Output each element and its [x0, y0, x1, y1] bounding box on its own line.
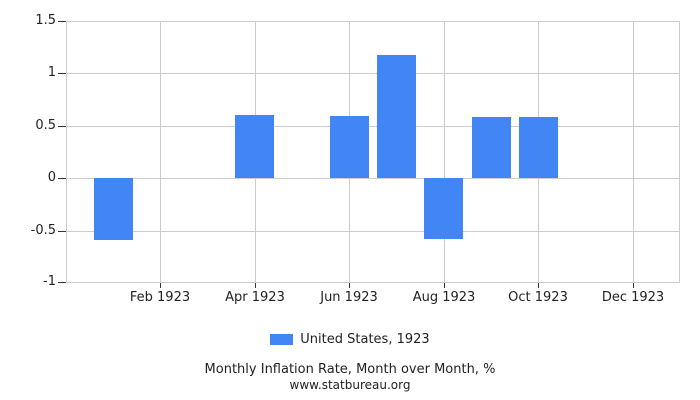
- bar-jan-1923[interactable]: [93, 178, 133, 240]
- y-tick-label: 0.5: [35, 118, 56, 133]
- x-tick-mark: [160, 283, 161, 288]
- gridline: [66, 126, 680, 127]
- y-tick-label: 0: [47, 170, 56, 185]
- bar-sep-1923[interactable]: [471, 117, 511, 179]
- gridline: [66, 282, 680, 283]
- x-tick-mark: [349, 283, 350, 288]
- x-tick-label: Feb 1923: [129, 290, 191, 305]
- x-tick-label: Jun 1923: [320, 290, 378, 305]
- y-tick-mark: [58, 178, 66, 179]
- bar-aug-1923[interactable]: [424, 178, 464, 239]
- chart-title: Monthly Inflation Rate, Month over Month…: [204, 362, 496, 377]
- x-tick-mark: [538, 283, 539, 288]
- y-tick-label: 1: [47, 65, 56, 80]
- legend: United States, 1923: [0, 331, 700, 347]
- gridline: [633, 21, 634, 283]
- gridline: [160, 21, 161, 283]
- gridline: [66, 73, 680, 74]
- x-tick-label: Apr 1923: [225, 290, 285, 305]
- y-tick-mark: [58, 126, 66, 127]
- legend-swatch: [270, 333, 294, 345]
- y-tick-label: 1.5: [35, 13, 56, 28]
- x-tick-label: Oct 1923: [508, 290, 568, 305]
- y-tick-mark: [58, 231, 66, 232]
- y-tick-label: -1: [43, 274, 56, 289]
- y-tick-mark: [58, 282, 66, 283]
- bar-oct-1923[interactable]: [518, 117, 558, 179]
- gridline: [66, 178, 680, 179]
- gridline: [66, 21, 680, 22]
- bar-apr-1923[interactable]: [235, 115, 275, 179]
- bar-jul-1923[interactable]: [377, 54, 417, 179]
- gridline: [66, 231, 680, 232]
- x-tick-mark: [255, 283, 256, 288]
- y-tick-mark: [58, 73, 66, 74]
- x-tick-mark: [633, 283, 634, 288]
- x-tick-label: Aug 1923: [412, 290, 476, 305]
- bar-jun-1923[interactable]: [329, 116, 369, 179]
- y-tick-mark: [58, 21, 66, 22]
- gridline: [444, 21, 445, 283]
- x-tick-mark: [444, 283, 445, 288]
- plot-border: [66, 21, 67, 283]
- plot-border: [679, 21, 680, 283]
- chart-titles: Monthly Inflation Rate, Month over Month…: [0, 362, 700, 392]
- y-tick-label: -0.5: [30, 223, 56, 238]
- legend-label: United States, 1923: [300, 331, 430, 347]
- x-tick-label: Dec 1923: [601, 290, 665, 305]
- plot-area: [66, 21, 680, 283]
- chart-subtitle: www.statbureau.org: [289, 378, 411, 392]
